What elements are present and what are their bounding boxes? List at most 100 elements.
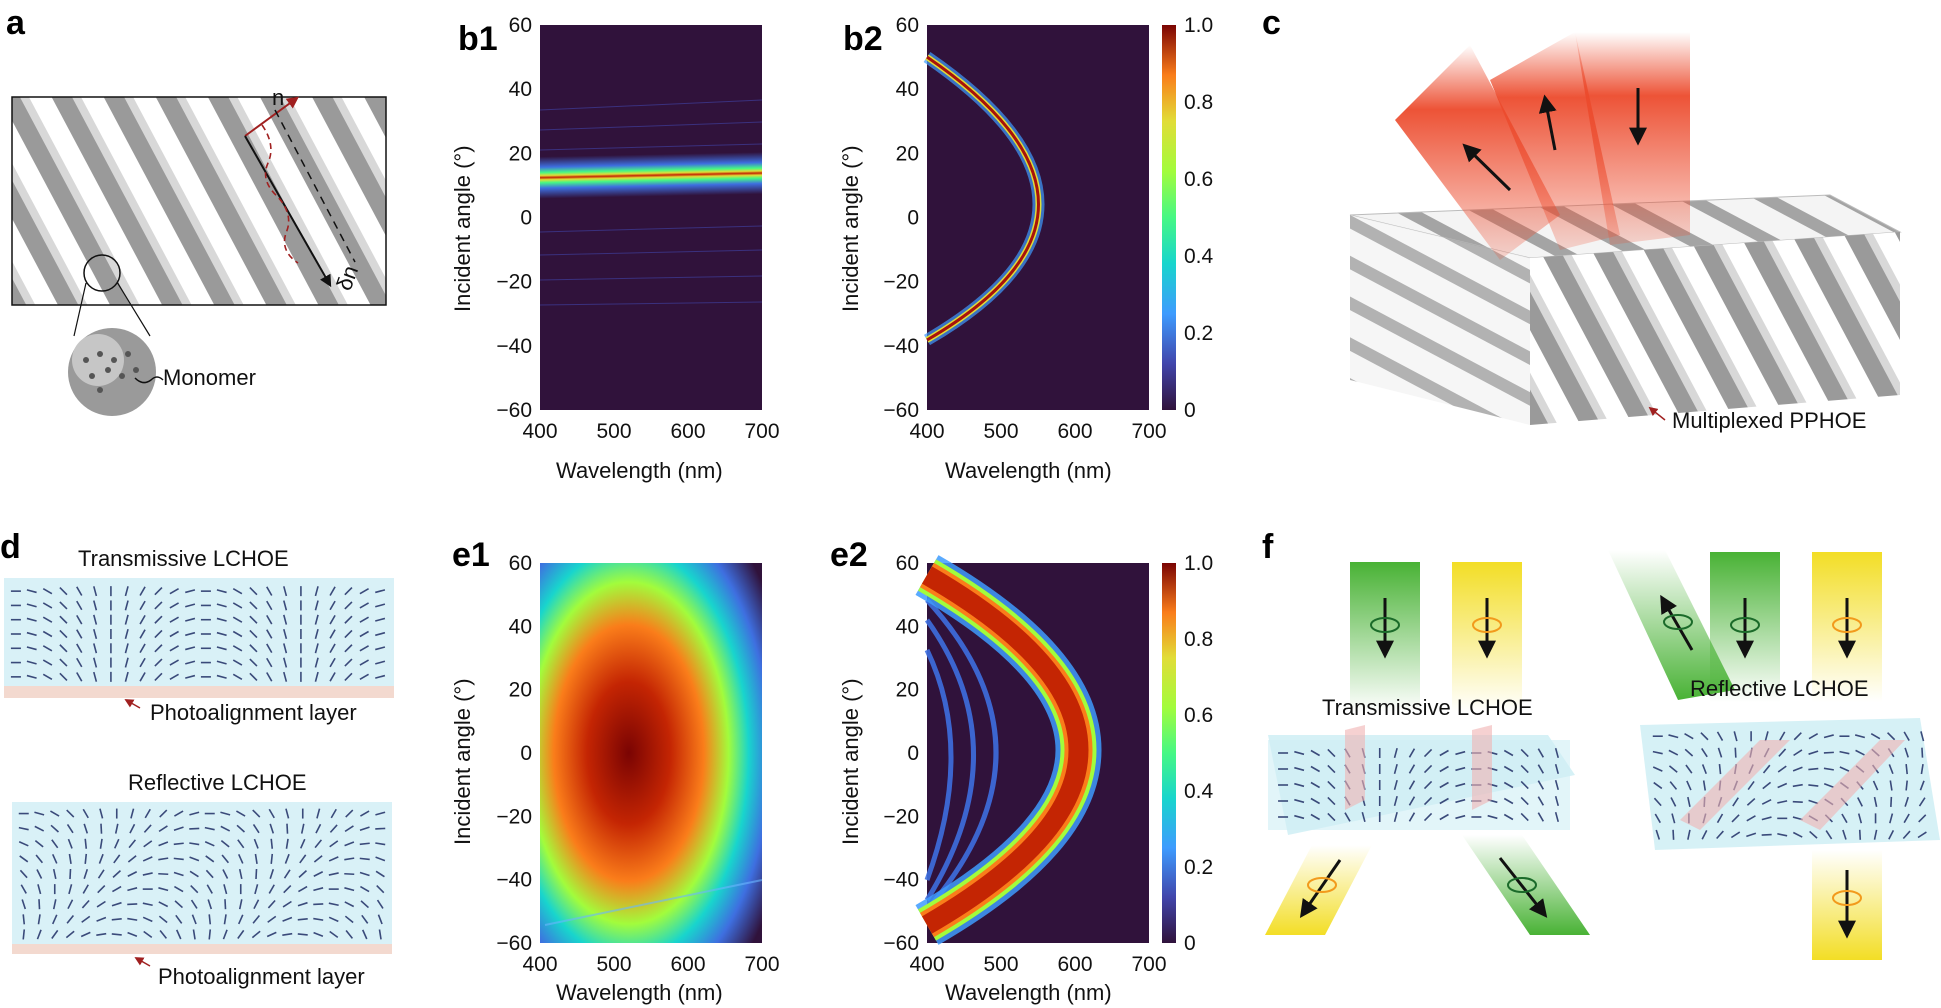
- xtick-label: 600: [670, 953, 705, 976]
- ytick-label: 60: [509, 14, 532, 37]
- lc-molecule: [283, 586, 288, 597]
- lc-molecule: [142, 856, 153, 862]
- colorbar-tick-label: 1.0: [1184, 14, 1213, 37]
- lc-molecule: [129, 823, 136, 834]
- lc-molecule: [185, 646, 196, 651]
- lc-molecule: [84, 853, 88, 864]
- lc-molecule: [344, 629, 353, 639]
- lc-molecule: [344, 841, 355, 847]
- lc-molecule: [344, 644, 353, 653]
- lc-molecule: [1671, 813, 1676, 824]
- lc-molecule: [127, 887, 138, 892]
- lc-molecule: [26, 603, 37, 608]
- ytick-label: −20: [496, 271, 532, 294]
- lc-molecule: [1655, 829, 1661, 840]
- lc-molecule: [361, 929, 368, 940]
- lc-molecule: [1792, 766, 1803, 772]
- lc-molecule: [328, 856, 339, 862]
- xticks-e1: 400 500 600 700: [522, 953, 779, 976]
- lc-molecule: [207, 899, 213, 910]
- lc-molecule: [314, 628, 319, 640]
- lc-molecule: [67, 899, 74, 910]
- lc-molecule: [1918, 797, 1926, 807]
- lc-molecule: [1779, 731, 1786, 741]
- lc-molecule: [344, 857, 355, 861]
- lc-molecule: [216, 603, 227, 608]
- lc-molecule: [99, 808, 104, 819]
- lc-molecule: [66, 824, 74, 834]
- lc-molecule: [1455, 814, 1466, 820]
- lc-molecule: [269, 868, 275, 880]
- lc-molecule: [1716, 731, 1724, 741]
- chart-e1: e1 60 40 20 0 −20 −40 −60 400 500 600 700 Wavelen…: [450, 536, 780, 1005]
- lc-molecule: [284, 853, 290, 864]
- lc-molecule: [1327, 764, 1336, 774]
- lc-molecule: [1702, 780, 1707, 791]
- lc-molecule: [93, 614, 98, 625]
- lc-molecule: [127, 871, 138, 877]
- lc-molecule: [1439, 749, 1449, 757]
- lc-molecule: [313, 931, 324, 937]
- lc-molecule: [314, 671, 319, 682]
- lc-molecule: [1746, 797, 1756, 806]
- pphoe-front-face: [1530, 232, 1900, 425]
- lc-molecule: [82, 884, 89, 894]
- lc-molecule: [96, 900, 106, 908]
- lc-molecule: [42, 587, 53, 595]
- colorbar-tick-label: 0.2: [1184, 856, 1213, 879]
- lc-molecule: [76, 629, 83, 639]
- lc-molecule: [158, 841, 169, 847]
- lc-molecule: [329, 614, 336, 625]
- n-label: n: [272, 85, 284, 110]
- lc-molecule: [1537, 764, 1545, 774]
- lc-molecule: [269, 823, 275, 834]
- lc-molecule: [1408, 812, 1416, 822]
- lc-molecule: [1423, 796, 1433, 806]
- lc-molecule: [1917, 831, 1927, 839]
- lc-molecule: [1761, 816, 1772, 821]
- lc-molecule: [216, 660, 227, 665]
- lc-molecule: [185, 603, 196, 608]
- lc-molecule: [266, 629, 273, 639]
- lc-molecule: [26, 617, 37, 622]
- lc-molecule: [143, 824, 152, 833]
- lc-molecule: [1701, 829, 1708, 840]
- lc-molecule: [128, 839, 137, 849]
- lc-molecule: [174, 810, 184, 817]
- xticks-e2: 400 500 600 700: [909, 953, 1166, 976]
- lc-molecule: [1554, 779, 1560, 791]
- ridge-e2: [921, 566, 1089, 934]
- lc-molecule: [1668, 734, 1679, 739]
- lc-molecule: [22, 914, 26, 925]
- lc-molecule: [282, 916, 293, 922]
- lc-molecule: [139, 614, 146, 625]
- ytick-label: 0: [907, 742, 919, 765]
- panel-f: f Transmissive LCHOE Reflective LCHOE: [1262, 528, 1940, 960]
- lc-molecule: [36, 929, 42, 940]
- lc-molecule: [1904, 747, 1909, 758]
- lc-molecule: [113, 838, 120, 849]
- xlabel-e2: Wavelength (nm): [945, 980, 1112, 1005]
- lc-molecule: [76, 614, 83, 625]
- lc-molecule: [1905, 780, 1908, 791]
- lc-molecule: [1439, 797, 1449, 805]
- lc-molecule: [42, 659, 53, 666]
- lc-molecule: [1808, 733, 1819, 740]
- lc-molecule: [1902, 830, 1911, 840]
- lc-molecule: [169, 659, 179, 666]
- lc-molecule: [1408, 764, 1416, 774]
- lc-molecule: [1310, 813, 1321, 821]
- lc-molecule: [67, 838, 73, 849]
- lc-molecule: [360, 810, 370, 817]
- xtick-label: 700: [1131, 420, 1166, 443]
- panel-d: d Transmissive LCHOE Photoalignment laye…: [0, 528, 394, 989]
- lc-molecule: [359, 659, 369, 666]
- lc-molecule: [99, 838, 103, 849]
- lc-molecule: [330, 808, 337, 819]
- lc-molecule: [76, 657, 83, 668]
- lc-molecule: [59, 615, 68, 624]
- lc-molecule: [359, 842, 370, 846]
- lc-molecule: [232, 602, 243, 609]
- lc-molecule: [1327, 780, 1336, 790]
- lc-molecule: [375, 646, 386, 651]
